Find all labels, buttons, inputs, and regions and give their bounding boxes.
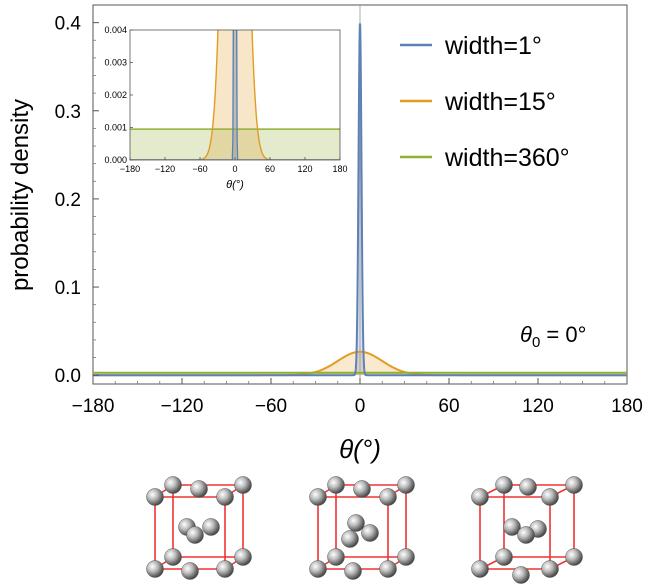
atom bbox=[190, 480, 208, 498]
y-tick-label: 0.0 bbox=[55, 366, 81, 387]
y-tick-label: 0.1 bbox=[55, 278, 81, 299]
area-width-1- bbox=[93, 23, 627, 376]
atom bbox=[471, 488, 489, 506]
atom bbox=[503, 518, 521, 536]
lattice-cell-2 bbox=[309, 476, 415, 580]
theta-subscript: 0 bbox=[532, 334, 540, 351]
series-line-width-1- bbox=[93, 23, 627, 377]
inset-x-tick-label: −60 bbox=[192, 164, 207, 174]
atom bbox=[565, 548, 583, 566]
inset-y-tick-label: 0.004 bbox=[104, 25, 127, 35]
atom bbox=[164, 476, 182, 494]
atom bbox=[309, 488, 327, 506]
area-width-15- bbox=[93, 351, 627, 376]
inset-y-ticks: 0.000 0.001 0.002 0.003 0.004 bbox=[104, 25, 133, 165]
atom bbox=[495, 476, 513, 494]
legend-label: width=1° bbox=[444, 32, 542, 60]
inset-lines bbox=[130, 30, 340, 160]
atom bbox=[309, 560, 327, 578]
atom bbox=[234, 548, 252, 566]
theta-symbol: θ bbox=[520, 322, 532, 347]
inset-x-tick-label: 0 bbox=[232, 164, 237, 174]
atom bbox=[146, 488, 164, 506]
atom bbox=[471, 560, 489, 578]
main-lines bbox=[93, 23, 627, 377]
inset-background bbox=[113, 30, 340, 160]
inset-y-tick-label: 0.003 bbox=[104, 58, 127, 68]
theta-annotation: θ0 = 0° bbox=[520, 322, 586, 351]
atom bbox=[397, 548, 415, 566]
atom bbox=[216, 488, 234, 506]
x-axis-label: θ(°) bbox=[339, 434, 381, 464]
atom bbox=[216, 560, 234, 578]
y-axis-label: probability density bbox=[7, 99, 34, 291]
lattice-cell-3 bbox=[471, 476, 583, 584]
lattice-cell-1 bbox=[146, 476, 252, 580]
inset-x-tick-label: −180 bbox=[120, 164, 140, 174]
atom bbox=[347, 514, 365, 532]
atom bbox=[164, 548, 182, 566]
inset-x-tick-label: 120 bbox=[297, 164, 312, 174]
atom bbox=[361, 524, 379, 542]
atom bbox=[186, 526, 204, 544]
x-tick-label: 180 bbox=[611, 396, 643, 417]
atom bbox=[327, 476, 345, 494]
atom bbox=[519, 478, 537, 496]
legend-label: width=15° bbox=[444, 88, 556, 116]
legend-label: width=360° bbox=[444, 144, 570, 172]
x-tick-label: −60 bbox=[255, 396, 287, 417]
inset-x-tick-label: −120 bbox=[155, 164, 175, 174]
atom bbox=[397, 476, 415, 494]
inset-plot: −180 −120 −60 0 60 120 180 0.0000.0010.0020.00… bbox=[104, 25, 348, 191]
atom bbox=[181, 562, 199, 580]
atom bbox=[202, 518, 220, 536]
main-plot: −180 −120 −60 0 60 120 180 0.0 0.1 0.2 0.3 0.4 θ(°… bbox=[7, 4, 643, 464]
atom bbox=[234, 476, 252, 494]
lattice-illustrations bbox=[146, 476, 583, 584]
atom bbox=[512, 566, 530, 584]
atom bbox=[565, 476, 583, 494]
x-axis-ticks: −180 −120 −60 0 60 120 180 bbox=[72, 378, 643, 417]
theta-value: = 0° bbox=[540, 322, 586, 347]
atom bbox=[146, 560, 164, 578]
atom bbox=[327, 548, 345, 566]
x-tick-label: 60 bbox=[438, 396, 459, 417]
atom bbox=[341, 530, 359, 548]
atom bbox=[379, 488, 397, 506]
atom bbox=[379, 560, 397, 578]
x-tick-label: 120 bbox=[522, 396, 554, 417]
inset-y-tick-label: 0.000 bbox=[104, 155, 127, 165]
atom bbox=[353, 480, 371, 498]
y-axis-ticks: 0.0 0.1 0.2 0.3 0.4 bbox=[55, 14, 99, 387]
atom bbox=[541, 488, 559, 506]
x-tick-label: −120 bbox=[161, 396, 204, 417]
y-tick-label: 0.3 bbox=[55, 102, 81, 123]
inset-x-tick-label: 60 bbox=[265, 164, 275, 174]
inset-x-ticks: −180 −120 −60 0 60 120 180 bbox=[120, 157, 348, 174]
atom bbox=[344, 562, 362, 580]
atom bbox=[541, 560, 559, 578]
inset-y-tick-label: 0.002 bbox=[104, 90, 127, 100]
inset-y-tick-label: 0.001 bbox=[104, 123, 127, 133]
inset-x-tick-label: 180 bbox=[332, 164, 347, 174]
x-tick-label: 0 bbox=[355, 396, 366, 417]
x-tick-label: −180 bbox=[72, 396, 115, 417]
y-tick-label: 0.2 bbox=[55, 190, 81, 211]
atom bbox=[517, 526, 535, 544]
inset-x-axis-label: θ(°) bbox=[226, 179, 244, 191]
legend: width=1° width=15° width=360° bbox=[400, 32, 570, 172]
y-tick-label: 0.4 bbox=[55, 14, 82, 35]
atom bbox=[495, 548, 513, 566]
